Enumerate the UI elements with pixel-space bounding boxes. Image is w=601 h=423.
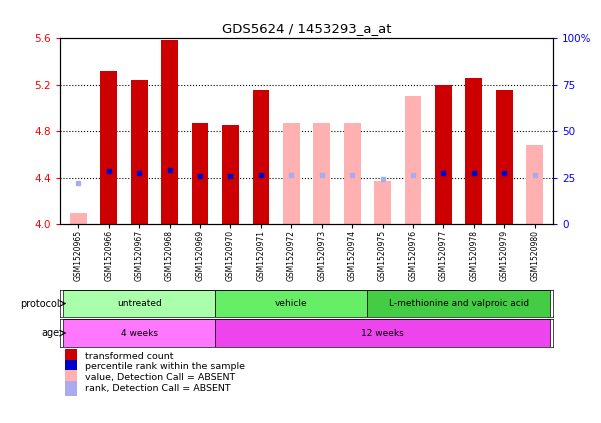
Text: L-methionine and valproic acid: L-methionine and valproic acid (389, 299, 529, 308)
Bar (70, 213, 87, 224)
Text: 4 weeks: 4 weeks (121, 329, 157, 338)
Bar (222, 125, 239, 224)
Bar (215, 290, 367, 317)
Bar (63, 290, 215, 317)
Bar (367, 290, 550, 317)
Text: age: age (41, 328, 59, 338)
Text: rank, Detection Call = ABSENT: rank, Detection Call = ABSENT (85, 384, 230, 393)
Bar (404, 96, 421, 224)
Bar (496, 91, 513, 224)
Bar (435, 85, 452, 224)
Bar (100, 71, 117, 224)
Bar (374, 181, 391, 224)
Text: transformed count: transformed count (85, 352, 173, 361)
Bar (465, 78, 482, 224)
Bar (344, 123, 361, 224)
Text: 12 weeks: 12 weeks (361, 329, 404, 338)
Bar (131, 80, 148, 224)
Text: untreated: untreated (117, 299, 162, 308)
Bar (526, 145, 543, 224)
Bar (65, 360, 78, 374)
Bar (65, 381, 78, 396)
Bar (215, 319, 550, 347)
Bar (313, 123, 330, 224)
Bar (252, 91, 269, 224)
Bar (283, 123, 300, 224)
Text: value, Detection Call = ABSENT: value, Detection Call = ABSENT (85, 373, 235, 382)
Bar (161, 41, 178, 224)
Text: percentile rank within the sample: percentile rank within the sample (85, 363, 245, 371)
Bar (192, 123, 209, 224)
Text: vehicle: vehicle (275, 299, 308, 308)
Title: GDS5624 / 1453293_a_at: GDS5624 / 1453293_a_at (222, 22, 391, 36)
Bar (63, 319, 215, 347)
Text: protocol: protocol (20, 299, 59, 308)
Bar (65, 349, 78, 364)
Bar (65, 370, 78, 385)
